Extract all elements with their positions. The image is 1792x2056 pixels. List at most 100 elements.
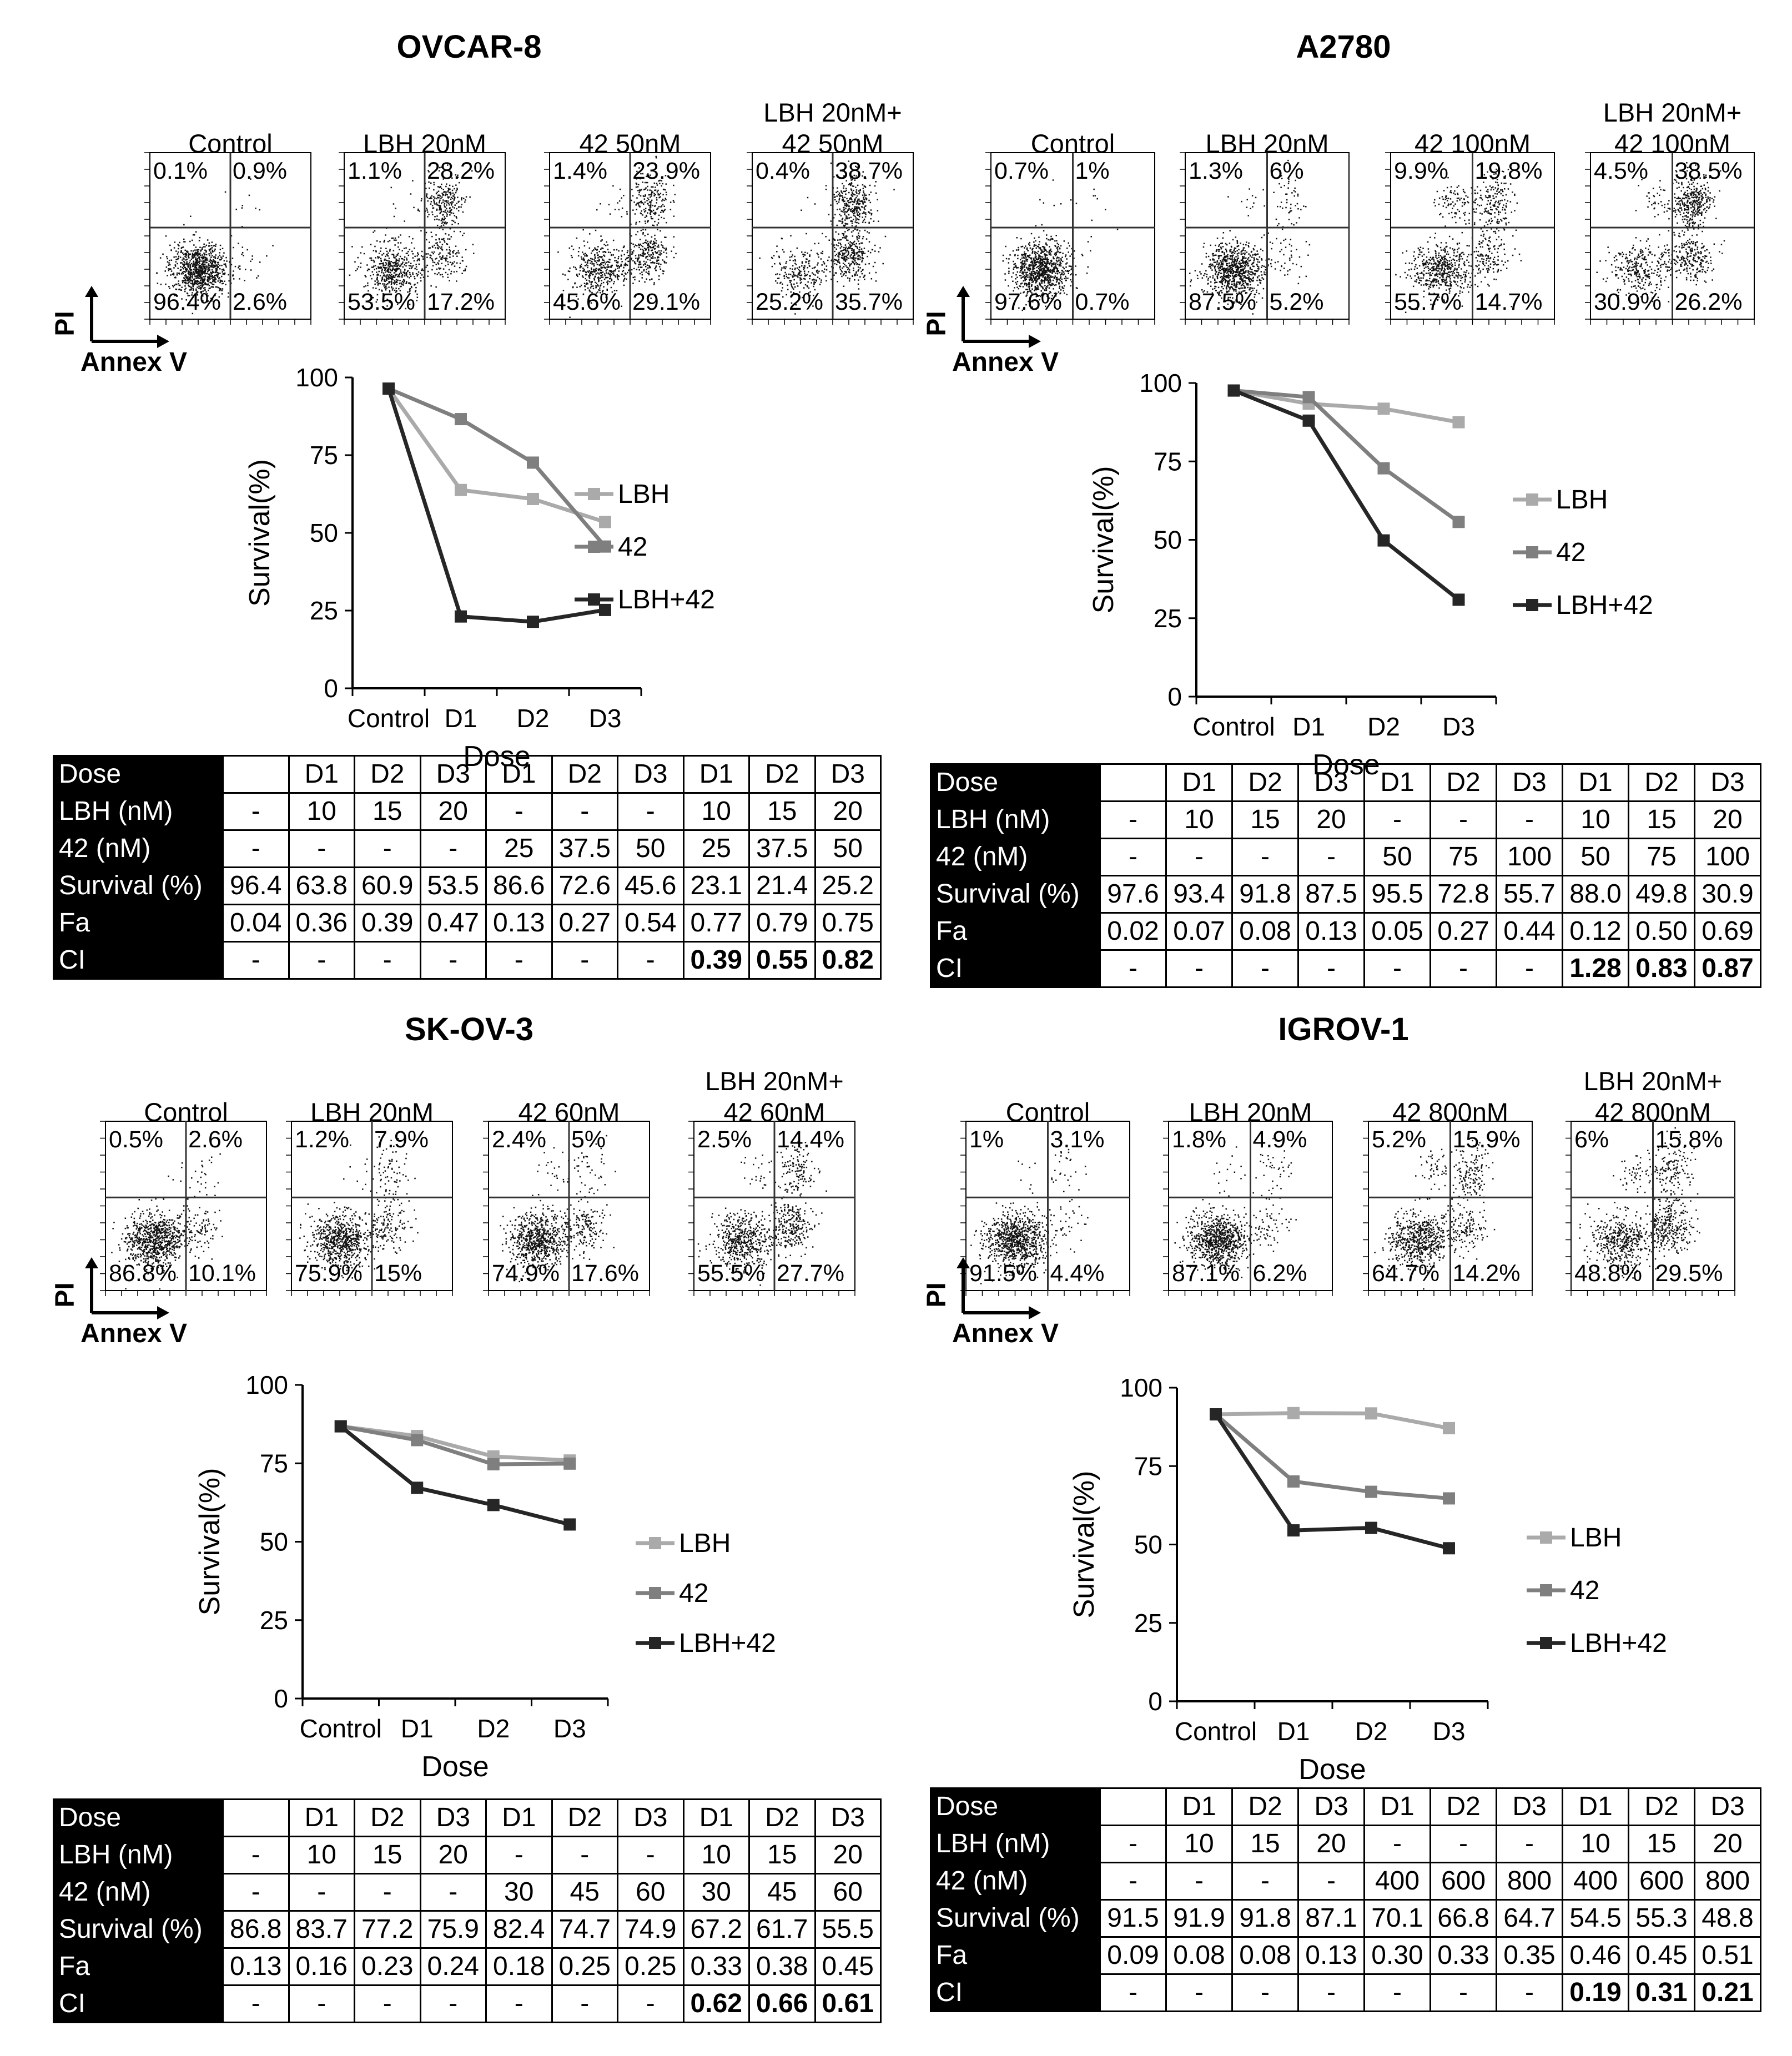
legend-label-LBH+42: LBH+42 <box>1556 591 1653 620</box>
table-row-header: 42 (nM) <box>930 838 1101 876</box>
table-cell: - <box>1165 1862 1233 1901</box>
table-cell <box>222 755 290 794</box>
series-line-LBH+42 <box>1233 389 1460 602</box>
legend-marker-LBH+42 <box>588 593 600 606</box>
x-axis-title: Dose <box>1298 1753 1366 1786</box>
quadrant-ll-percent: 45.6% <box>553 289 621 315</box>
table-cell: 600 <box>1628 1862 1695 1901</box>
quadrant-lr-percent: 15% <box>374 1260 422 1287</box>
quadrant-lr-percent: 5.2% <box>1269 289 1324 315</box>
table-cell: 0.02 <box>1099 912 1167 951</box>
table-row: LBH (nM) -10 15 20- - -10 15 20 <box>53 792 882 831</box>
legend-marker-LBH <box>588 488 600 500</box>
table-cell: D3 <box>1694 763 1761 802</box>
quadrant-ur-percent: 14.4% <box>777 1126 844 1153</box>
table-cell: 93.4 <box>1165 875 1233 914</box>
flow-scatter-plot <box>1566 1121 1735 1296</box>
x-tick-label: Control <box>1192 712 1275 741</box>
flow-event-dots <box>970 1148 1089 1284</box>
table-cell: D1 <box>1165 1787 1233 1826</box>
quadrant-ll-percent: 64.7% <box>1372 1260 1439 1287</box>
table-cell: 0.25 <box>617 1947 684 1986</box>
table-cell: 91.8 <box>1231 875 1299 914</box>
quadrant-ur-percent: 19.8% <box>1474 158 1543 184</box>
flow-scatter-plot <box>544 152 711 325</box>
flow-scatter-plot <box>688 1121 855 1296</box>
data-point-42 <box>487 1458 500 1470</box>
quadrant-lr-percent: 10.1% <box>188 1260 256 1287</box>
table-cell: - <box>354 1873 421 1912</box>
table-cell: - <box>617 941 684 980</box>
series-line-42 <box>340 1424 570 1467</box>
panel-sk-ov-3: SK-OV-3 Control 0.5% 2.6% 86.8% 10.1% LBH 20nM… <box>51 1010 885 2023</box>
table-cell: - <box>1297 1973 1365 2012</box>
quadrant-ul-percent: 2.4% <box>492 1126 547 1153</box>
table-row-header: CI <box>930 949 1101 988</box>
quadrant-lr-percent: 35.7% <box>835 289 903 315</box>
legend-marker-LBH+42 <box>1540 1637 1552 1649</box>
table-cell: 20 <box>419 1836 487 1874</box>
table-cell: 88.0 <box>1562 875 1629 914</box>
legend-label-42: 42 <box>679 1579 708 1608</box>
table-cell: 0.51 <box>1694 1936 1761 1975</box>
quadrant-ul-percent: 1.4% <box>553 158 608 184</box>
data-point-42 <box>455 413 467 426</box>
table-cell: 0.39 <box>354 904 421 943</box>
table-cell: - <box>551 1836 618 1874</box>
table-cell: 0.79 <box>748 904 816 943</box>
table-cell: 0.23 <box>354 1947 421 1986</box>
table-row: Fa 0.09 0.08 0.08 0.13 0.30 0.33 0.35 0.46 0.45 0.… <box>930 1936 1761 1975</box>
flow-event-dots <box>111 1153 223 1290</box>
table-cell: 15 <box>354 792 421 831</box>
table-cell: D3 <box>419 755 487 794</box>
table-cell: D1 <box>485 755 553 794</box>
quadrant-lr-percent: 17.2% <box>427 289 495 315</box>
table-cell: 48.8 <box>1694 1899 1761 1938</box>
table-cell: D3 <box>1496 1787 1563 1826</box>
table-cell: - <box>222 792 290 831</box>
quadrant-ul-percent: 1.2% <box>295 1126 350 1153</box>
table-row-header: CI <box>930 1973 1101 2012</box>
quadrant-ul-percent: 1.3% <box>1189 158 1244 184</box>
flow-scatter-plot <box>1180 152 1350 325</box>
table-cell: 55.7 <box>1496 875 1563 914</box>
table-row-header: Fa <box>53 1947 224 1986</box>
table-cell: 20 <box>1694 1825 1761 1863</box>
table-cell: D2 <box>1231 1787 1299 1826</box>
quadrant-lr-percent: 29.5% <box>1655 1260 1723 1287</box>
table-cell: 55.5 <box>814 1910 882 1949</box>
table-cell: - <box>222 941 290 980</box>
flow-event-dots <box>299 1136 419 1279</box>
table-cell: D1 <box>682 1798 750 1837</box>
table-row-header: Dose <box>930 1787 1101 1826</box>
data-point-LBH+42 <box>455 610 467 623</box>
quadrant-ul-percent: 1% <box>969 1126 1004 1153</box>
flow-scatter-plot <box>100 1121 267 1296</box>
y-tick-label: 50 <box>1134 1530 1162 1559</box>
quadrant-lr-percent: 4.4% <box>1050 1260 1105 1287</box>
quadrant-ll-percent: 87.5% <box>1189 289 1256 315</box>
table-row-header: Survival (%) <box>930 875 1101 914</box>
quadrant-lr-percent: 26.2% <box>1674 289 1743 315</box>
table-cell: 50 <box>1562 838 1629 876</box>
table-row: Dose D1 D2 D3 D1 D2 D3 D1 D2 D3 <box>53 755 882 794</box>
table-cell: - <box>222 1984 290 2023</box>
panel-a2780: A2780 Control 0.7% 1% 97.6% 0.7% LBH 20nM 1.3% 6… <box>922 28 1765 1005</box>
data-point-LBH+42 <box>487 1499 500 1511</box>
quadrant-ll-percent: 96.4% <box>153 289 221 315</box>
y-tick-label: 50 <box>1154 526 1182 555</box>
table-cell: - <box>485 1836 553 1874</box>
table-cell: 0.69 <box>1694 912 1761 951</box>
table-cell: 400 <box>1363 1862 1431 1901</box>
table-cell: 87.1 <box>1297 1899 1365 1938</box>
x-tick-label: D1 <box>401 1714 434 1743</box>
legend-label-LBH+42: LBH+42 <box>1570 1629 1667 1658</box>
data-point-LBH+42 <box>382 382 395 395</box>
axis-label-pi: PI <box>50 311 80 336</box>
table-cell <box>1099 1787 1167 1826</box>
y-tick-label: 0 <box>1148 1687 1162 1716</box>
data-point-LBH <box>1365 1407 1377 1420</box>
quadrant-ul-percent: 2.5% <box>697 1126 752 1153</box>
table-cell: 0.31 <box>1628 1973 1695 2012</box>
table-cell: 72.8 <box>1429 875 1497 914</box>
